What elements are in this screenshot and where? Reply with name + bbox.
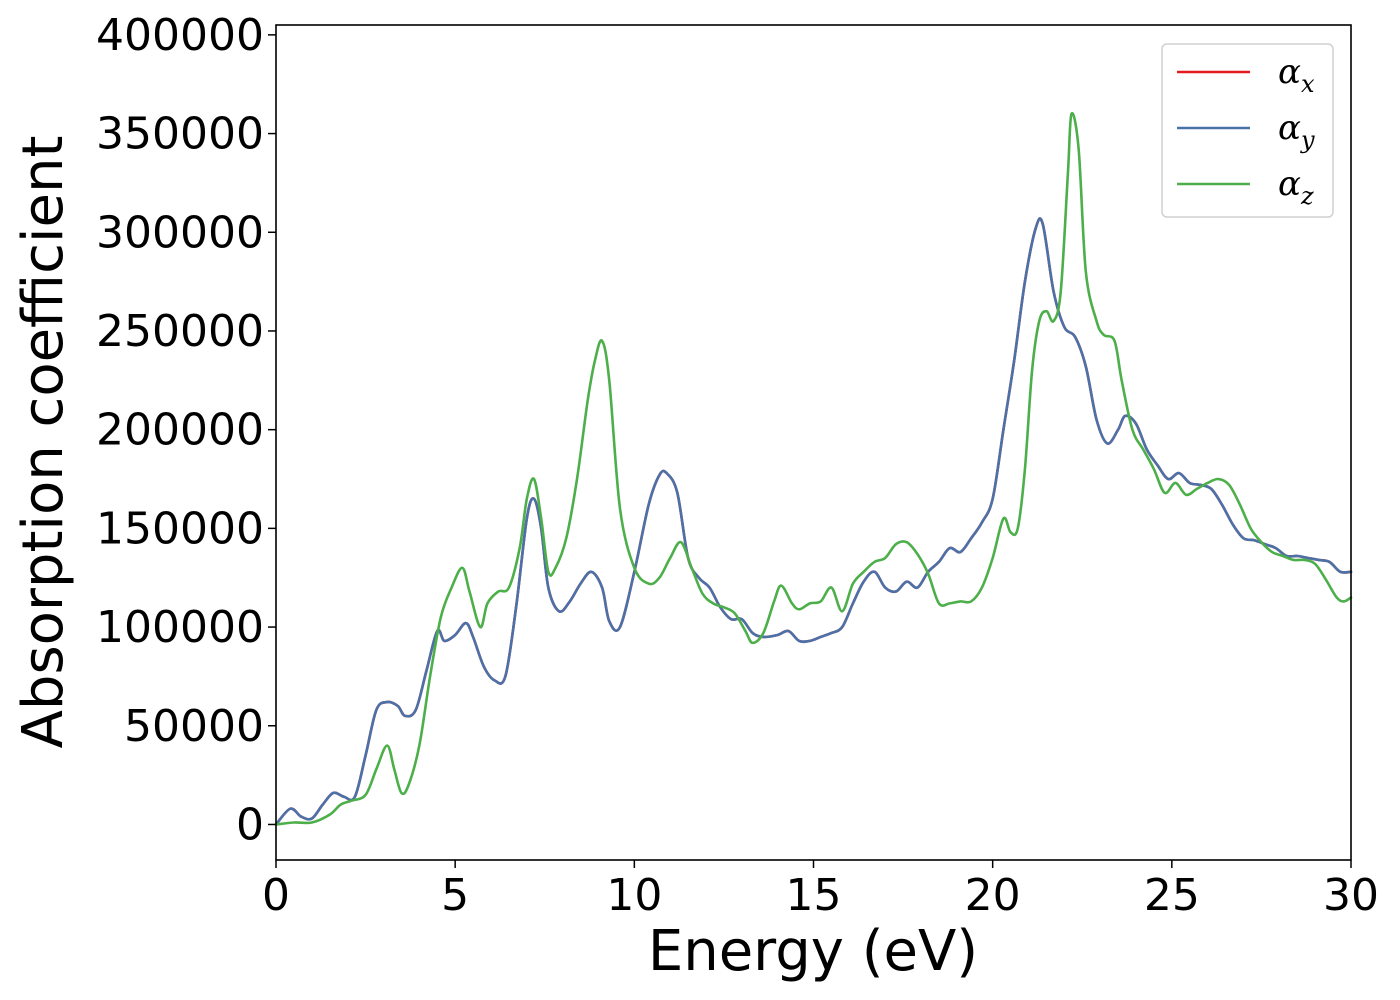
y-axis-title: Absorption coefficient (11, 136, 76, 749)
x-tick-label: 30 (1323, 870, 1379, 921)
legend-subscript-x: x (1301, 70, 1315, 98)
y-tick-label: 250000 (96, 306, 264, 357)
x-tick-label: 15 (786, 870, 842, 921)
x-tick-label: 0 (262, 870, 290, 921)
legend-subscript-z: z (1300, 182, 1314, 210)
x-axis-title: Energy (eV) (648, 919, 978, 984)
x-tick-label: 20 (965, 870, 1021, 921)
y-tick-label: 50000 (124, 701, 264, 752)
legend-label-y: αy (1278, 108, 1315, 154)
y-tick-label: 300000 (96, 207, 264, 258)
y-tick-label: 150000 (96, 503, 264, 554)
y-tick-label: 200000 (96, 405, 264, 456)
x-tick-label: 10 (606, 870, 662, 921)
series-line-y (274, 217, 1353, 826)
series-line-z (274, 111, 1353, 826)
legend-box (1161, 43, 1334, 218)
y-tick-label: 350000 (96, 109, 264, 160)
x-axis-ticks: 0 5 10 15 20 25 30 (262, 860, 1379, 921)
y-axis-ticks: 0 50000 100000 150000 200000 250000 300000 3500… (96, 10, 276, 850)
series-layer (274, 111, 1353, 826)
x-tick-label: 5 (441, 870, 469, 921)
y-tick-label: 400000 (96, 10, 264, 61)
y-tick-label: 100000 (96, 602, 264, 653)
y-tick-label: 0 (236, 799, 264, 850)
legend-subscript-y: y (1300, 126, 1315, 154)
x-tick-label: 25 (1144, 870, 1200, 921)
